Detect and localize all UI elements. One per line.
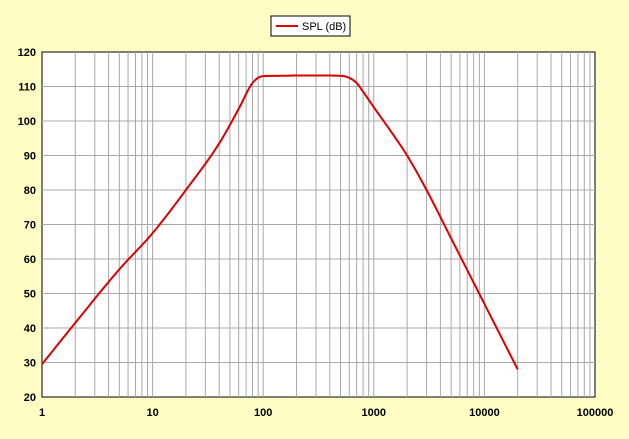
series-layer (41, 74, 519, 370)
legend: SPL (dB) (270, 15, 351, 37)
y-tick-label: 110 (18, 82, 36, 94)
y-tick-label: 50 (24, 289, 36, 301)
legend-label: SPL (dB) (302, 21, 346, 33)
legend-box (270, 15, 351, 37)
y-tick-label: 100 (18, 116, 36, 128)
y-tick-label: 80 (24, 185, 36, 197)
y-tick-label: 70 (24, 220, 36, 232)
series-line-spl (41, 74, 519, 370)
x-tick-label: 100 (254, 407, 272, 419)
x-tick-label: 10 (146, 407, 158, 419)
x-tick-label: 100000 (577, 407, 614, 419)
x-tick-label: 1000 (362, 407, 386, 419)
grid-lines (42, 52, 595, 397)
y-tick-label: 120 (18, 47, 36, 59)
x-tick-label: 10000 (469, 407, 500, 419)
y-tick-label: 30 (24, 358, 36, 370)
y-tick-label: 90 (24, 151, 36, 163)
y-tick-label: 20 (24, 392, 36, 404)
x-tick-label: 1 (39, 407, 45, 419)
y-tick-label: 60 (24, 254, 36, 266)
y-tick-label: 40 (24, 323, 36, 335)
